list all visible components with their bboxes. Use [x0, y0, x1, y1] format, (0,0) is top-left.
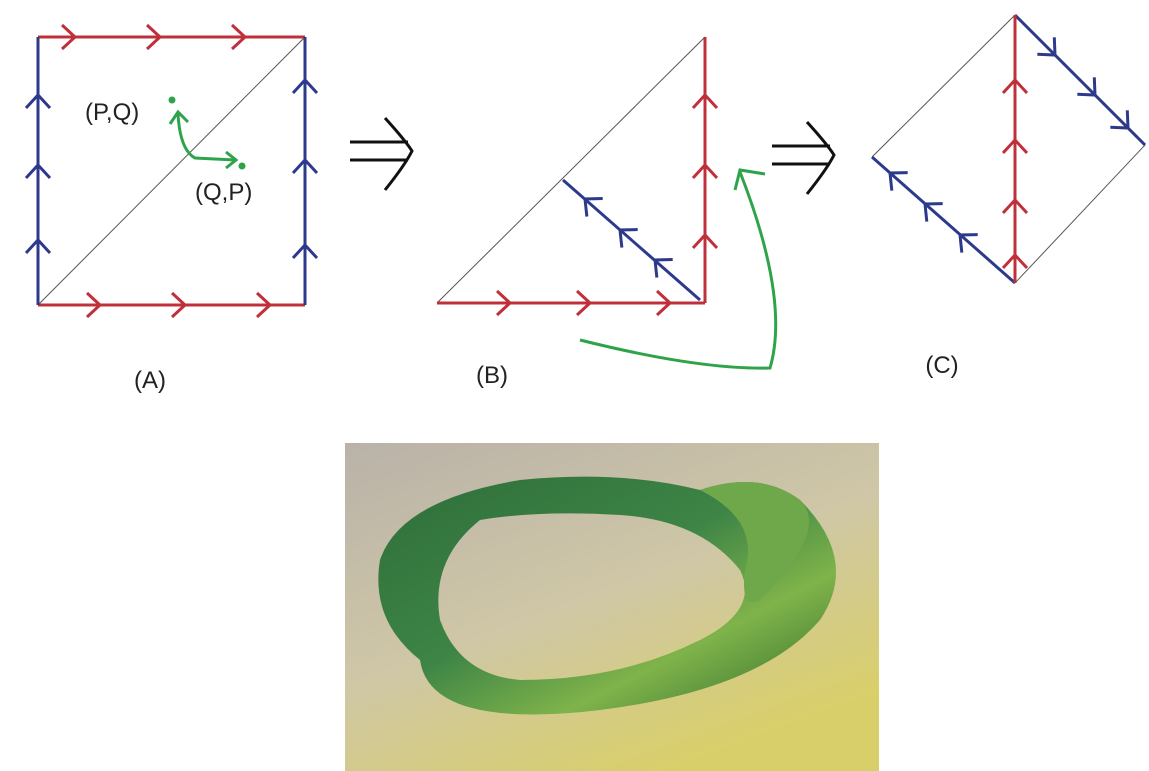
diagonal [437, 37, 705, 303]
shapes [26, 15, 1145, 771]
fold-arrow [580, 172, 776, 368]
diagonal [38, 37, 305, 305]
point-label: (Q,P) [195, 179, 252, 206]
point [169, 97, 176, 104]
edge [1015, 15, 1145, 145]
diagram: (P,Q) (Q,P) (A) (B) (C) [0, 0, 1149, 771]
implies [350, 118, 412, 190]
implies [772, 122, 834, 194]
panel-caption: (A) [134, 367, 166, 394]
arrowhead [735, 170, 765, 190]
edge [1015, 145, 1145, 283]
panel-caption: (C) [925, 352, 958, 379]
point-label: (P,Q) [85, 99, 139, 126]
edge [872, 157, 1015, 283]
point [239, 163, 246, 170]
edge [872, 15, 1015, 157]
panel-caption: (B) [476, 362, 508, 389]
